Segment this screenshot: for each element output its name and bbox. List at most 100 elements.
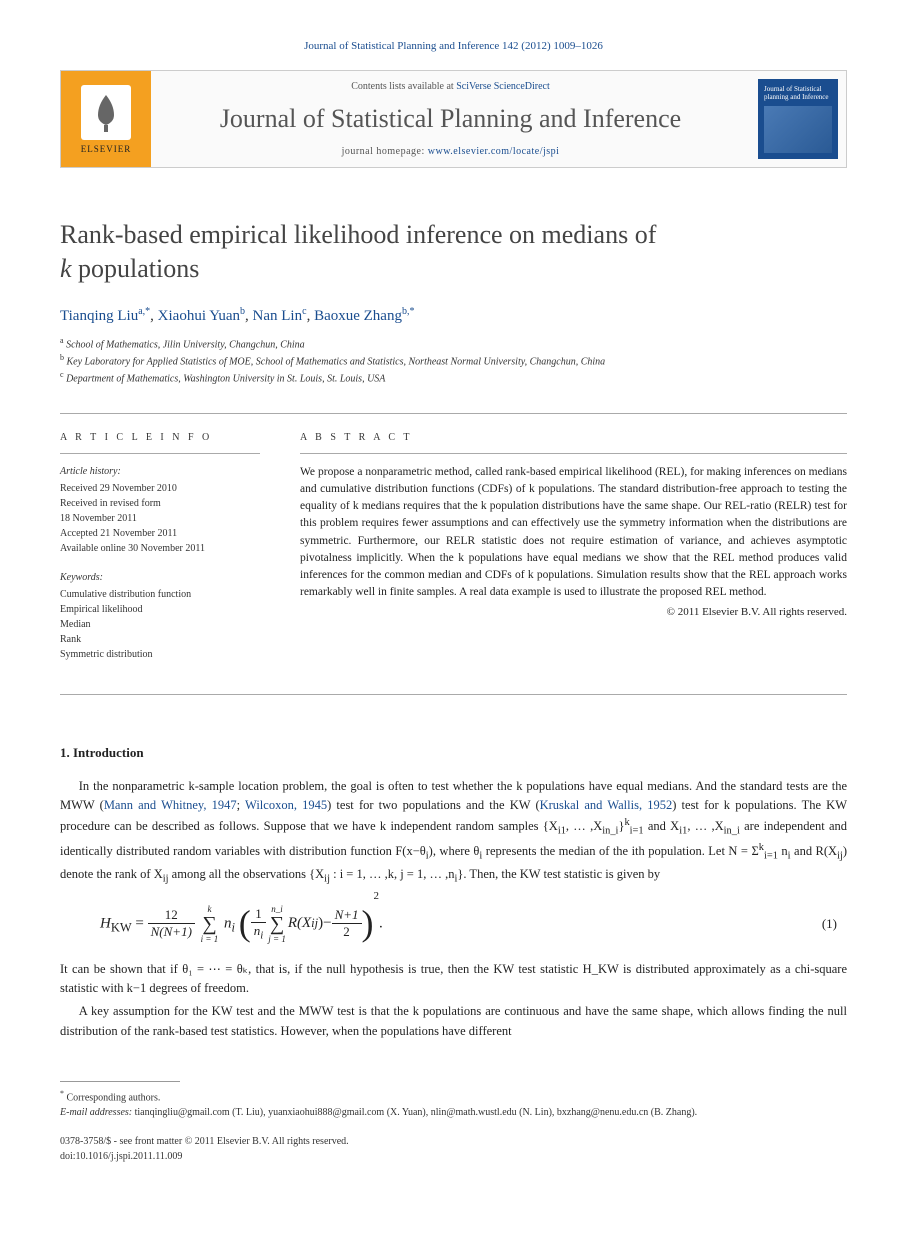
ref-kruskal-wallis[interactable]: Kruskal and Wallis, 1952 — [540, 798, 673, 812]
history-label: Article history: — [60, 464, 260, 479]
p1-s5: i1 — [558, 826, 566, 837]
ref-wilcoxon[interactable]: Wilcoxon, 1945 — [245, 798, 327, 812]
info-abstract-row: A R T I C L E I N F O Article history: R… — [60, 432, 847, 676]
divider-abstract — [300, 453, 847, 454]
eq-rx-sub: ij — [311, 916, 318, 930]
keywords-block: Keywords: Cumulative distribution functi… — [60, 570, 260, 662]
p1-s21: i=1 — [764, 851, 778, 862]
aff-b-sup: b — [60, 353, 64, 362]
eq-sum1-bot: i = 1 — [201, 934, 219, 944]
cover-image — [764, 106, 832, 153]
eq-ni: n — [224, 915, 232, 931]
author-1-sup: a,* — [138, 306, 150, 317]
email-addresses: tianqingliu@gmail.com (T. Liu), yuanxiao… — [135, 1107, 698, 1118]
p1-t19: represents the median of the ith populat… — [482, 844, 758, 858]
eq-period: . — [379, 915, 383, 931]
abstract-text: We propose a nonparametric method, calle… — [300, 464, 847, 602]
history-block: Article history: Received 29 November 20… — [60, 464, 260, 556]
aff-c-text: Department of Mathematics, Washington Un… — [66, 374, 385, 385]
journal-cover-thumbnail: Journal of Statistical planning and Infe… — [758, 79, 838, 159]
header-center: Contents lists available at SciVerse Sci… — [151, 71, 750, 167]
eq-f1-den: N(N+1) — [151, 924, 192, 939]
author-4[interactable]: Baoxue Zhang — [314, 308, 402, 324]
aff-a-text: School of Mathematics, Jilin University,… — [66, 339, 305, 350]
footnote-corresponding: * Corresponding authors. — [60, 1088, 847, 1105]
eq-frac1: 12 N(N+1) — [148, 907, 195, 940]
equation-1-number: (1) — [822, 916, 847, 932]
footnote-star-icon: * — [60, 1089, 64, 1098]
eq-lhs-sub: KW — [111, 920, 132, 934]
eq-sum1: k ∑ i = 1 — [201, 904, 219, 944]
eq-exponent: 2 — [374, 890, 380, 902]
keyword-3: Rank — [60, 632, 260, 647]
corresponding-text: Corresponding authors. — [67, 1092, 161, 1103]
divider-info-1 — [60, 453, 260, 454]
keyword-4: Symmetric distribution — [60, 647, 260, 662]
eq-frac3: N+1 2 — [332, 907, 362, 940]
history-4: Available online 30 November 2011 — [60, 541, 260, 556]
eq-f3-num: N+1 — [335, 907, 359, 922]
eq-sum2: n_i ∑ j = 1 — [268, 904, 286, 944]
paragraph-2: It can be shown that if θ₁ = ⋯ = θₖ, tha… — [60, 960, 847, 999]
elsevier-logo: ELSEVIER — [61, 71, 151, 167]
article-info-col: A R T I C L E I N F O Article history: R… — [60, 432, 260, 676]
homepage-prefix: journal homepage: — [342, 146, 428, 157]
paragraph-1: In the nonparametric k-sample location p… — [60, 777, 847, 888]
keyword-2: Median — [60, 617, 260, 632]
contents-available: Contents lists available at SciVerse Sci… — [171, 81, 730, 92]
p1-t30: : i = 1, … ,k, j = 1, … ,n — [330, 867, 455, 881]
eq-frac2: 1 ni — [251, 906, 267, 942]
title-line1: Rank-based empirical likelihood inferenc… — [60, 220, 656, 249]
footnote-emails: E-mail addresses: tianqingliu@gmail.com … — [60, 1105, 847, 1120]
aff-b-text: Key Laboratory for Applied Statistics of… — [67, 356, 606, 367]
aff-c-sup: c — [60, 370, 64, 379]
p1-t32: }. Then, the KW test statistic is given … — [457, 867, 660, 881]
eq-f2-den-i: i — [260, 929, 263, 941]
keyword-1: Empirical likelihood — [60, 602, 260, 617]
abstract-col: A B S T R A C T We propose a nonparametr… — [300, 432, 847, 676]
divider-top — [60, 413, 847, 414]
history-2: 18 November 2011 — [60, 511, 260, 526]
top-citation: Journal of Statistical Planning and Infe… — [60, 40, 847, 52]
paragraph-3: A key assumption for the KW test and the… — [60, 1002, 847, 1041]
keyword-0: Cumulative distribution function — [60, 587, 260, 602]
title-k: k — [60, 254, 72, 283]
doi-line: doi:10.1016/j.jspi.2011.11.009 — [60, 1149, 847, 1164]
abstract-heading: A B S T R A C T — [300, 432, 847, 443]
divider-bottom — [60, 694, 847, 695]
aff-a-sup: a — [60, 336, 64, 345]
homepage-link[interactable]: www.elsevier.com/locate/jspi — [428, 146, 560, 157]
p1-t28: among all the observations {X — [169, 867, 325, 881]
eq-f2-num: 1 — [251, 906, 267, 923]
author-3[interactable]: Nan Lin — [253, 308, 303, 324]
bottom-info: 0378-3758/$ - see front matter © 2011 El… — [60, 1134, 847, 1164]
issn-line: 0378-3758/$ - see front matter © 2011 El… — [60, 1134, 847, 1149]
authors-line: Tianqing Liua,*, Xiaohui Yuanb, Nan Linc… — [60, 306, 847, 325]
p1-s7: in_i — [602, 826, 618, 837]
p1-t22: n — [778, 844, 788, 858]
author-1[interactable]: Tianqing Liu — [60, 308, 138, 324]
eq-rx: R(X — [288, 915, 311, 932]
history-1: Received in revised form — [60, 496, 260, 511]
section-1-heading: 1. Introduction — [60, 745, 847, 761]
contents-prefix: Contents lists available at — [351, 81, 456, 92]
eq-sum2-bot: j = 1 — [268, 934, 286, 944]
affiliation-b: b Key Laboratory for Applied Statistics … — [60, 352, 847, 369]
affiliation-a: a School of Mathematics, Jilin Universit… — [60, 335, 847, 352]
p1-t3: ) test for two populations and the KW ( — [327, 798, 540, 812]
eq-rx-close: )− — [318, 915, 331, 932]
p1-t13: , … ,X — [687, 819, 723, 833]
article-title: Rank-based empirical likelihood inferenc… — [60, 218, 847, 286]
eq-f3-den: 2 — [332, 924, 362, 940]
eq-lhs: H — [100, 915, 111, 931]
equation-1-row: HKW = 12 N(N+1) k ∑ i = 1 ni ( 1 ni n_i … — [60, 904, 847, 944]
elsevier-tree-icon — [81, 85, 131, 140]
ref-mann-whitney[interactable]: Mann and Whitney, 1947 — [104, 798, 237, 812]
eq-equals: = — [132, 915, 148, 931]
author-3-sup: c — [302, 306, 306, 317]
journal-name: Journal of Statistical Planning and Infe… — [171, 104, 730, 134]
title-line2-rest: populations — [72, 254, 200, 283]
author-2[interactable]: Xiaohui Yuan — [158, 308, 240, 324]
cover-title: Journal of Statistical planning and Infe… — [764, 85, 832, 102]
sciencedirect-link[interactable]: SciVerse ScienceDirect — [456, 81, 550, 92]
